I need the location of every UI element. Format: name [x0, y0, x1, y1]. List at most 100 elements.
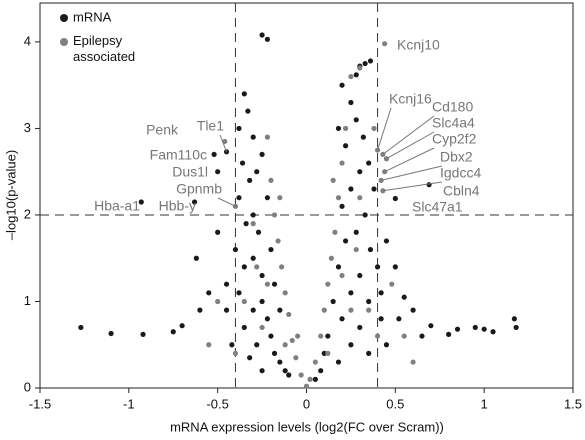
data-point	[348, 73, 354, 80]
data-point	[396, 316, 402, 322]
data-point	[401, 333, 407, 339]
data-point	[138, 199, 144, 205]
data-point	[259, 298, 265, 305]
data-point	[511, 316, 517, 322]
data-point	[366, 160, 372, 166]
data-point	[339, 82, 345, 88]
data-point	[332, 229, 338, 235]
data-point	[191, 199, 198, 205]
data-point	[472, 324, 478, 331]
annotation-label: Gpnmb	[176, 181, 222, 197]
data-point	[259, 151, 265, 158]
data-point	[339, 316, 345, 322]
data-point	[271, 212, 278, 218]
data-point	[348, 290, 354, 296]
annotation-label: Hba-a1	[94, 198, 140, 214]
data-point	[426, 182, 432, 188]
annotation-label: Slc4a4	[432, 115, 475, 131]
data-point	[348, 307, 354, 313]
data-point	[275, 238, 281, 244]
data-point	[389, 281, 395, 287]
annotation-leader	[377, 107, 392, 151]
data-point	[360, 134, 366, 140]
data-point	[241, 264, 247, 270]
data-point	[239, 160, 246, 166]
data-point	[362, 60, 368, 67]
data-point	[312, 359, 318, 365]
data-point	[335, 125, 342, 132]
data-point	[236, 125, 242, 132]
data-point	[268, 246, 274, 253]
data-point	[193, 255, 199, 261]
data-point	[410, 359, 416, 365]
data-point	[215, 298, 221, 305]
y-tick-label: 2	[24, 206, 31, 221]
data-point	[490, 329, 496, 335]
data-point	[286, 311, 292, 318]
data-point	[298, 372, 304, 378]
data-point	[348, 342, 354, 348]
data-point	[277, 307, 283, 313]
data-point	[357, 65, 363, 71]
data-point	[481, 326, 487, 332]
data-point	[366, 307, 372, 313]
data-point	[247, 177, 253, 183]
data-point	[250, 307, 256, 313]
data-point	[259, 32, 265, 38]
data-point	[513, 324, 519, 331]
data-point	[348, 186, 354, 192]
data-point	[307, 376, 313, 382]
data-point	[318, 368, 324, 374]
data-point	[321, 307, 327, 313]
data-point	[254, 342, 260, 348]
data-point	[357, 272, 363, 279]
data-point	[335, 195, 342, 201]
data-point	[303, 383, 310, 389]
data-point	[271, 350, 278, 356]
x-tick-label: 1.5	[564, 396, 582, 411]
legend-marker	[60, 14, 68, 22]
data-point	[282, 368, 288, 374]
data-point	[325, 281, 331, 287]
data-point	[367, 58, 374, 64]
data-point	[392, 195, 398, 202]
y-axis-label: –log10(p-value)	[3, 150, 18, 240]
data-point	[245, 108, 251, 114]
data-point	[353, 72, 359, 78]
data-point	[282, 290, 288, 296]
data-point	[206, 290, 212, 296]
data-point	[250, 134, 256, 140]
data-point	[392, 264, 398, 270]
data-point	[282, 342, 288, 348]
data-point	[170, 329, 176, 335]
data-point	[321, 350, 327, 356]
data-point	[264, 134, 271, 140]
data-point	[419, 333, 425, 339]
data-point	[335, 359, 342, 365]
data-point	[211, 151, 217, 158]
annotation-label: Kcnj10	[397, 37, 440, 53]
annotation-leader	[219, 134, 228, 152]
annotation-label: Tle1	[197, 118, 224, 134]
data-point	[374, 264, 381, 270]
data-point	[353, 246, 359, 253]
data-point	[339, 160, 345, 166]
data-point	[268, 177, 274, 183]
data-point	[250, 221, 256, 227]
legend-marker	[60, 38, 68, 46]
data-point	[215, 169, 221, 175]
data-point	[286, 372, 292, 378]
data-point	[259, 324, 265, 331]
annotation-label: Dus1l	[172, 164, 208, 180]
data-point	[330, 298, 336, 305]
annotation-leader	[386, 131, 435, 160]
data-point	[371, 186, 377, 192]
data-point	[342, 125, 349, 132]
data-point	[357, 169, 363, 175]
data-point	[382, 41, 388, 47]
data-point	[378, 290, 384, 296]
data-point	[255, 229, 262, 235]
data-point	[383, 342, 390, 348]
data-point	[325, 333, 331, 339]
